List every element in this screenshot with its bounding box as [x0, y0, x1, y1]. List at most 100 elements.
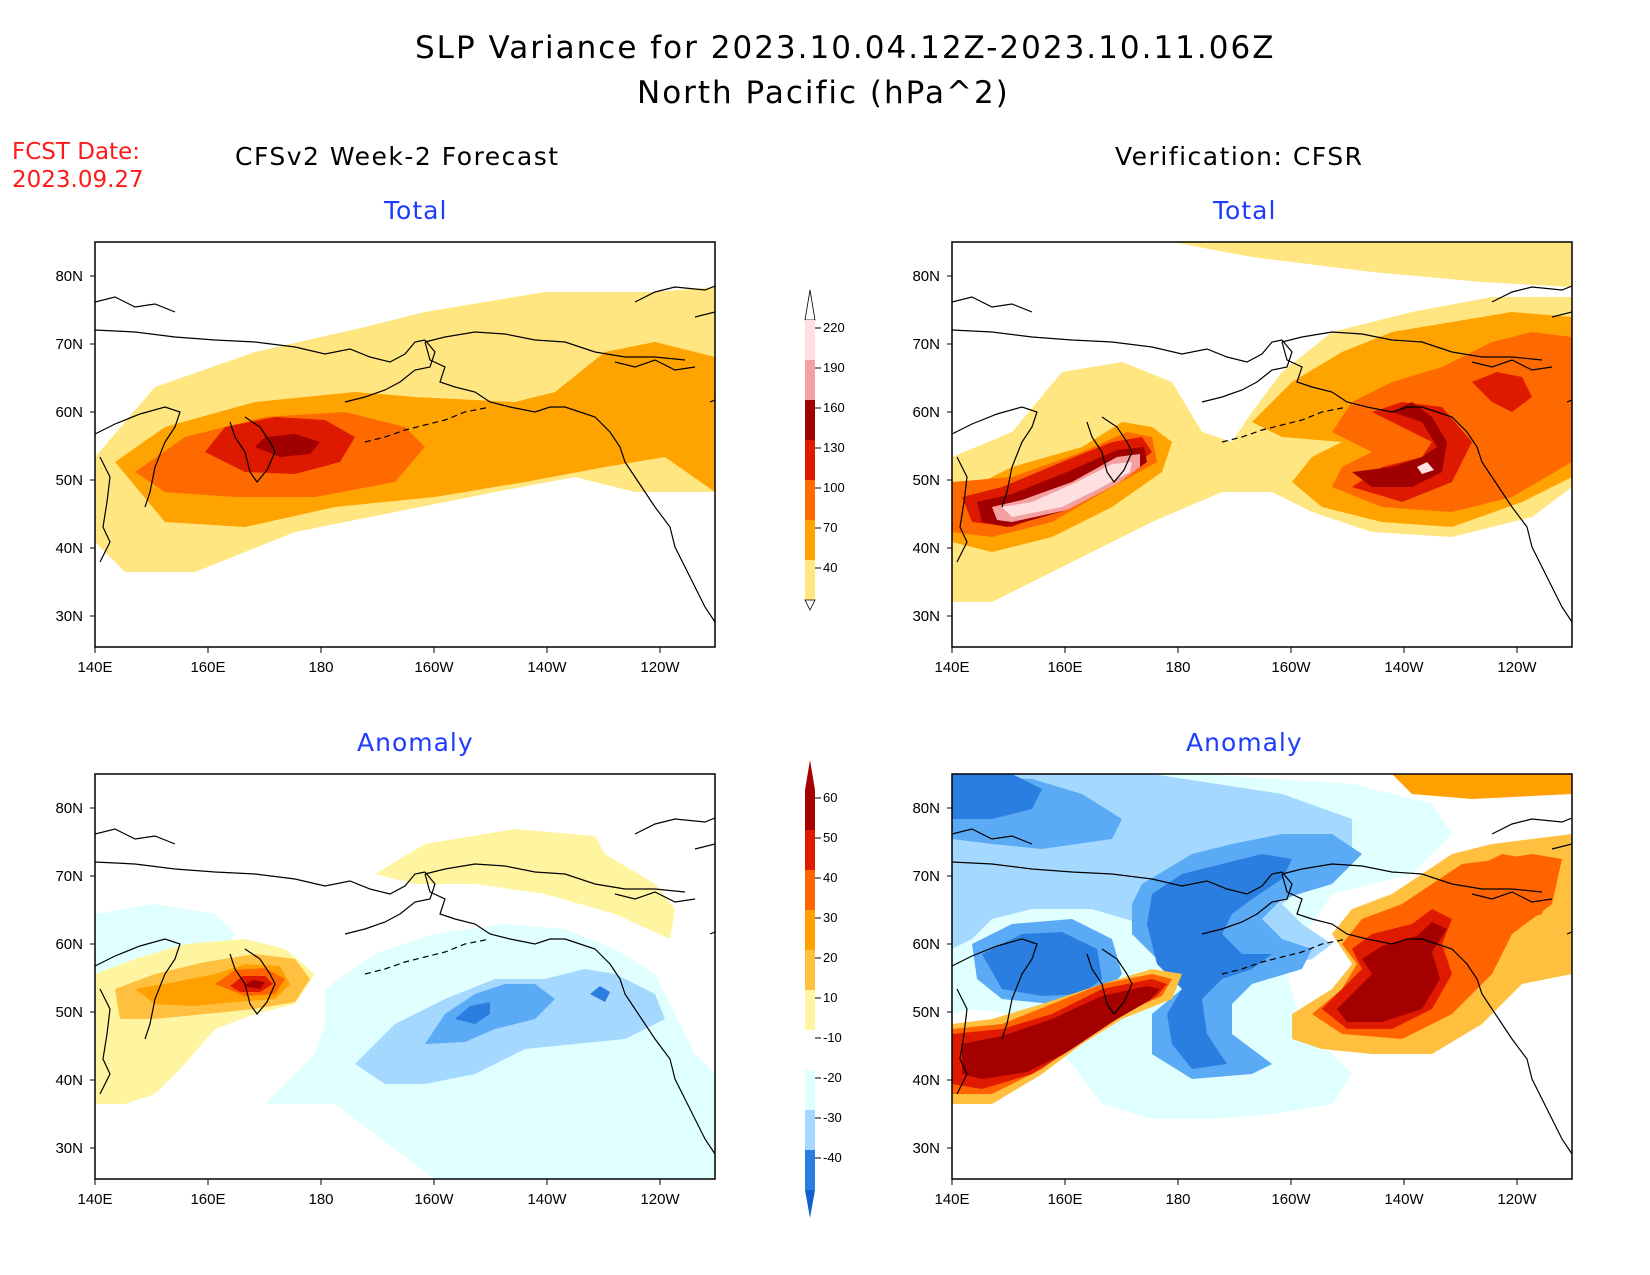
lat-tick-label: 60N [55, 936, 83, 953]
colorbar-total-swatch [805, 440, 815, 480]
colorbar-total-label: 130 [823, 440, 845, 455]
lon-tick-label: 140W [1384, 659, 1424, 672]
lon-tick-label: 180 [308, 659, 333, 672]
colorbar-total-swatch [805, 360, 815, 400]
lat-tick-label: 50N [912, 1004, 940, 1021]
lon-tick-label: 140W [527, 1191, 567, 1204]
lon-ticks: 140E 160E 180 160W 140W 120W [934, 1179, 1537, 1208]
lon-ticks: 140E 160E 180 160W 140W 120W [77, 1179, 680, 1208]
fcst-date-label: FCST Date: [12, 139, 140, 165]
colorbar-total-label: 100 [823, 480, 845, 495]
panel-title-forecast-total: Total [384, 196, 448, 225]
map-panel-forecast-total: 80N 70N 60N 50N 40N 30N 140E 160E 180 16… [40, 232, 730, 676]
chart-title-line2: North Pacific (hPa^2) [637, 75, 1010, 111]
panel-title-verification-anomaly: Anomaly [1186, 728, 1303, 757]
panel-title-forecast-anomaly: Anomaly [357, 728, 474, 757]
lon-tick-label: 180 [1165, 659, 1190, 672]
lon-tick-label: 120W [640, 1191, 680, 1204]
colorbar-anomaly-swatch [805, 830, 815, 870]
colorbar-anomaly-swatch [805, 910, 815, 950]
colorbar-anomaly-label: 60 [823, 790, 837, 805]
colorbar-total-label: 220 [823, 320, 845, 335]
lat-tick-label: 80N [55, 800, 83, 817]
lat-ticks: 80N 70N 60N 50N 40N 30N [912, 800, 952, 1157]
map-panel-forecast-anomaly: 80N 70N 60N 50N 40N 30N 140E 160E 180 16… [40, 764, 730, 1208]
lon-tick-label: 160W [414, 659, 454, 672]
lat-tick-label: 70N [55, 336, 83, 353]
colorbar-anomaly-label: 40 [823, 870, 837, 885]
lon-tick-label: 120W [1497, 659, 1537, 672]
lat-tick-label: 80N [912, 268, 940, 285]
lat-tick-label: 30N [55, 1140, 83, 1157]
colorbar-anomaly: 60 50 40 30 20 10 -10 -20 -30 -40 [795, 760, 865, 1224]
map-panel-verification-anomaly: 80N 70N 60N 50N 40N 30N 140E 160E 180 16… [897, 764, 1587, 1208]
colorbar-anomaly-swatch [805, 1070, 815, 1110]
column-heading-forecast: CFSv2 Week-2 Forecast [235, 142, 560, 171]
lat-tick-label: 60N [912, 404, 940, 421]
lon-tick-label: 120W [640, 659, 680, 672]
lon-tick-label: 160E [190, 1191, 225, 1204]
lon-ticks: 140E 160E 180 160W 140W 120W [934, 647, 1537, 676]
colorbar-anomaly-swatch [805, 1110, 815, 1150]
lat-tick-label: 40N [55, 540, 83, 557]
colorbar-anomaly-label: 50 [823, 830, 837, 845]
colorbar-anomaly-swatch [805, 790, 815, 830]
lon-tick-label: 140W [1384, 1191, 1424, 1204]
colorbar-total-label: 40 [823, 560, 837, 575]
colorbar-total-swatch [805, 560, 815, 600]
lat-tick-label: 70N [912, 336, 940, 353]
colorbar-total-swatch [805, 400, 815, 440]
map-panel-verification-total: 80N 70N 60N 50N 40N 30N 140E 160E 180 16… [897, 232, 1587, 676]
lat-tick-label: 30N [912, 1140, 940, 1157]
lon-tick-label: 160E [1047, 659, 1082, 672]
lon-tick-label: 120W [1497, 1191, 1537, 1204]
lat-tick-label: 40N [912, 1072, 940, 1089]
lon-ticks: 140E 160E 180 160W 140W 120W [77, 647, 680, 676]
lat-tick-label: 50N [55, 1004, 83, 1021]
colorbar-total-label: 70 [823, 520, 837, 535]
lat-tick-label: 70N [55, 868, 83, 885]
lat-tick-label: 70N [912, 868, 940, 885]
colorbar-anomaly-swatch [805, 950, 815, 990]
lat-ticks: 80N 70N 60N 50N 40N 30N [55, 800, 95, 1157]
colorbar-anomaly-swatch [805, 870, 815, 910]
colorbar-total-swatch [805, 520, 815, 560]
colorbar-anomaly-label: -20 [823, 1070, 842, 1085]
lon-tick-label: 160E [1047, 1191, 1082, 1204]
column-heading-verification: Verification: CFSR [1115, 142, 1364, 171]
lat-ticks: 80N 70N 60N 50N 40N 30N [55, 268, 95, 625]
lon-tick-label: 160W [1271, 659, 1311, 672]
lat-ticks: 80N 70N 60N 50N 40N 30N [912, 268, 952, 625]
lat-tick-label: 50N [912, 472, 940, 489]
lat-tick-label: 40N [55, 1072, 83, 1089]
fcst-date: FCST Date: 2023.09.27 [12, 138, 144, 194]
lon-tick-label: 180 [308, 1191, 333, 1204]
colorbar-anomaly-label: -10 [823, 1030, 842, 1045]
lon-tick-label: 160W [414, 1191, 454, 1204]
lat-tick-label: 80N [912, 800, 940, 817]
lon-tick-label: 140W [527, 659, 567, 672]
colorbar-total-swatch [805, 320, 815, 360]
lon-tick-label: 140E [77, 1191, 112, 1204]
colorbar-total-label: 190 [823, 360, 845, 375]
lon-tick-label: 160E [190, 659, 225, 672]
colorbar-anomaly-label: 10 [823, 990, 837, 1005]
colorbar-anomaly-label: -30 [823, 1110, 842, 1125]
lon-tick-label: 160W [1271, 1191, 1311, 1204]
colorbar-total-label: 160 [823, 400, 845, 415]
lon-tick-label: 140E [934, 1191, 969, 1204]
lat-tick-label: 40N [912, 540, 940, 557]
lat-tick-label: 60N [912, 936, 940, 953]
colorbar-anomaly-label: 20 [823, 950, 837, 965]
colorbar-total: 220 190 160 130 100 70 40 [795, 280, 865, 624]
lat-tick-label: 30N [55, 608, 83, 625]
panel-title-verification-total: Total [1213, 196, 1277, 225]
lon-tick-label: 140E [934, 659, 969, 672]
lon-tick-label: 140E [77, 659, 112, 672]
colorbar-anomaly-swatch [805, 1030, 815, 1070]
lon-tick-label: 180 [1165, 1191, 1190, 1204]
colorbar-anomaly-label: 30 [823, 910, 837, 925]
lat-tick-label: 50N [55, 472, 83, 489]
chart-title-line1: SLP Variance for 2023.10.04.12Z-2023.10.… [415, 30, 1276, 66]
lat-tick-label: 60N [55, 404, 83, 421]
